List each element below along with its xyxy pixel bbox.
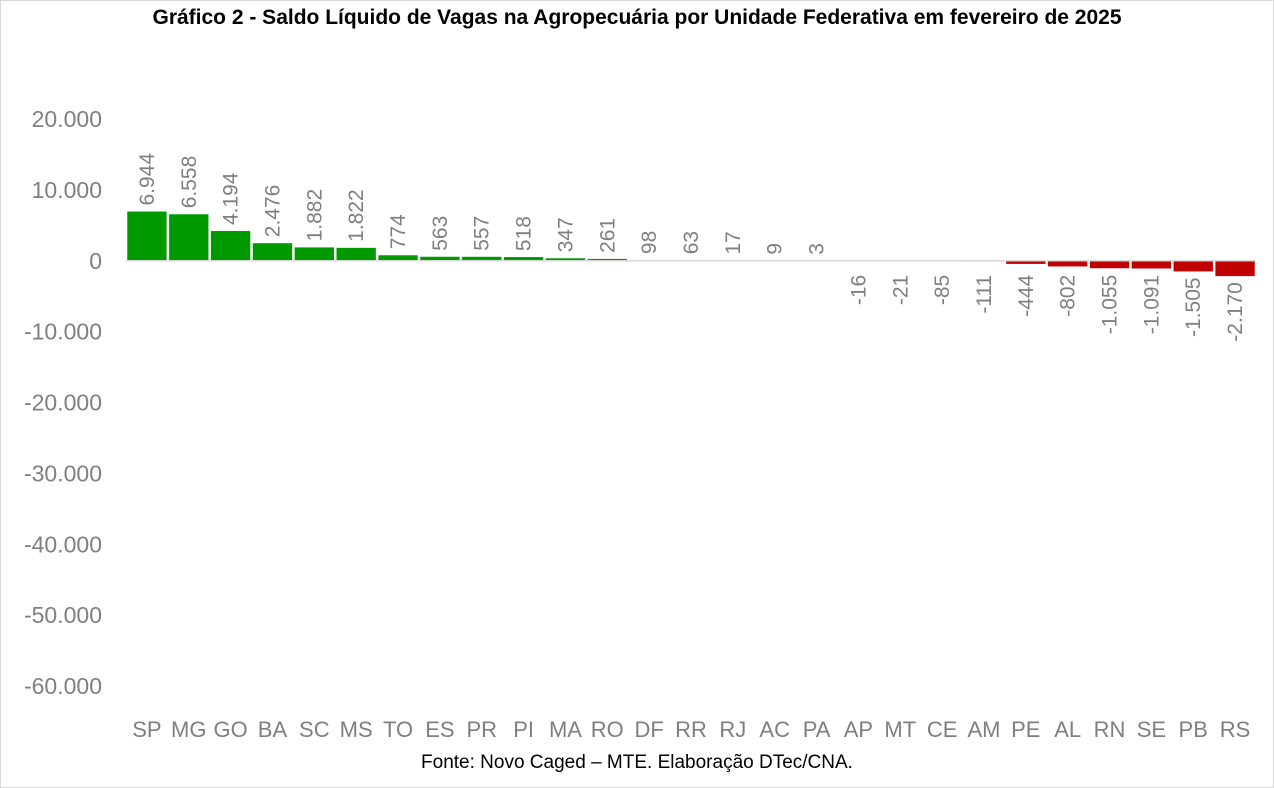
source-note: Fonte: Novo Caged – MTE. Elaboração DTec… (421, 752, 853, 773)
category-label: AP (844, 717, 873, 742)
y-tick-label: -30.000 (24, 460, 102, 486)
category-label: AL (1054, 717, 1081, 742)
bar-mg (169, 214, 209, 261)
data-label: 563 (429, 216, 452, 251)
category-label: BA (258, 717, 288, 742)
bar-pb (1173, 260, 1213, 272)
data-label: 557 (471, 216, 494, 251)
bar-es (420, 256, 460, 261)
category-label: RS (1220, 717, 1251, 742)
data-label: 4.194 (220, 172, 243, 225)
bar-pr (462, 256, 502, 261)
category-label: PR (466, 717, 497, 742)
category-label: RN (1094, 717, 1126, 742)
data-label: -444 (1015, 274, 1038, 316)
data-label: -802 (1057, 275, 1080, 317)
data-label: 347 (554, 217, 577, 252)
data-label: -1.055 (1099, 275, 1122, 335)
y-axis-ticks: 20.000 10.000 0 -10.000 -20.000 -30.000 -40.00… (24, 106, 102, 699)
data-label: 2.476 (261, 185, 284, 238)
bar-ma (545, 258, 586, 261)
bar-pe (1006, 260, 1046, 264)
bar-ro (587, 258, 627, 261)
category-label: MT (884, 717, 916, 742)
data-label: 1.822 (345, 189, 368, 242)
category-label: PB (1179, 717, 1208, 742)
y-tick-label: -20.000 (24, 390, 102, 416)
bar-al (1047, 260, 1088, 267)
y-tick-label: 0 (89, 248, 102, 274)
bar-go (210, 231, 251, 261)
data-label: -111 (973, 275, 996, 314)
category-label: GO (214, 717, 248, 742)
data-label: -2.170 (1224, 282, 1247, 342)
bar-rn (1089, 260, 1130, 269)
data-label: 6.558 (178, 156, 201, 209)
category-label: SP (132, 717, 161, 742)
category-label: RO (591, 717, 624, 742)
chart-title: Gráfico 2 - Saldo Líquido de Vagas na Ag… (152, 6, 1122, 29)
category-label: CE (927, 717, 958, 742)
y-tick-label: -10.000 (24, 319, 102, 345)
data-labels: 6.944 6.558 4.194 2.476 1.882 1.822 774 563 557 5… (136, 153, 1247, 342)
bar-sp (127, 211, 167, 261)
data-label: -21 (889, 275, 912, 305)
category-label: MA (549, 717, 582, 742)
category-label: PA (803, 717, 831, 742)
bar-to (378, 255, 418, 261)
category-label: RR (675, 717, 707, 742)
data-label: -1.091 (1140, 275, 1163, 335)
data-label: 518 (513, 216, 536, 251)
category-label: MG (171, 717, 206, 742)
bar-ba (252, 243, 293, 261)
category-label: AM (967, 717, 1000, 742)
data-label: 3 (806, 243, 829, 255)
bar-sc (294, 247, 335, 261)
data-label: 98 (638, 231, 661, 254)
y-tick-label: -40.000 (24, 531, 102, 557)
category-label: PI (513, 717, 534, 742)
category-label: DF (634, 717, 663, 742)
category-label: TO (383, 717, 413, 742)
data-label: 6.944 (136, 153, 159, 206)
data-label: 63 (680, 231, 703, 254)
category-label: AC (759, 717, 790, 742)
data-label: 17 (722, 231, 745, 254)
data-label: -85 (931, 275, 954, 305)
category-labels: SP MG GO BA SC MS TO ES PR PI MA RO DF RR RJ AC PA AP MT CE… (132, 717, 1250, 742)
data-label: 1.882 (303, 189, 326, 242)
bar-pi (503, 257, 544, 261)
category-label: ES (425, 717, 454, 742)
data-label: -16 (847, 275, 870, 305)
category-label: SC (299, 717, 330, 742)
category-label: PE (1011, 717, 1040, 742)
y-tick-label: 10.000 (32, 177, 102, 203)
bar-se (1131, 260, 1172, 269)
category-label: RJ (719, 717, 746, 742)
data-label: 261 (596, 218, 619, 253)
data-label: 9 (764, 243, 787, 255)
data-label: 774 (387, 214, 410, 249)
y-tick-label: 20.000 (32, 106, 102, 132)
y-tick-label: -50.000 (24, 602, 102, 628)
bar-ms (336, 247, 376, 261)
bar-rs (1215, 260, 1255, 277)
y-tick-label: -60.000 (24, 673, 102, 699)
category-label: SE (1137, 717, 1166, 742)
data-label: -1.505 (1182, 277, 1205, 337)
category-label: MS (340, 717, 373, 742)
